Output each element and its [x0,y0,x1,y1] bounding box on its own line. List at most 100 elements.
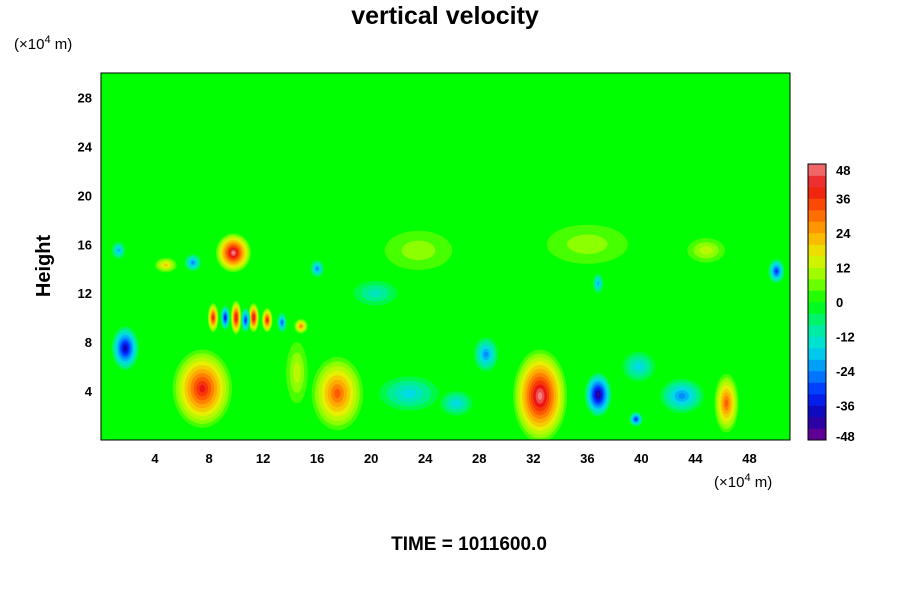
y-tick-label: 16 [78,237,92,252]
velocity-cell-up [155,257,177,273]
colorbar-segment [808,325,826,337]
contour-band [597,281,600,286]
x-tick-label: 16 [310,451,324,466]
velocity-cell-up [384,230,453,270]
colorbar-segment [808,221,826,234]
colorbar-frame [807,163,827,441]
velocity-cell-down [622,351,655,382]
velocity-cell-down [240,307,251,333]
time-label: TIME = 1011600.0 [391,534,547,555]
x-tick-label: 24 [418,451,433,466]
y-axis-label: Height [33,235,55,298]
colorbar-tick-label: -36 [836,399,855,414]
contour-band [724,399,729,407]
velocity-cell-down [629,411,643,427]
velocity-cell-up [294,318,308,334]
velocity-cell-down [220,305,231,330]
colorbar-segment [808,428,826,441]
contour-band [266,318,268,322]
colorbar-tick-label: -24 [836,364,856,379]
velocity-cell-down [310,260,324,278]
velocity-cell-down [768,258,785,284]
contour-band [123,346,127,351]
contour-band [212,316,214,320]
velocity-cell-up [261,307,273,333]
colorbar-segment [808,233,826,245]
contour-band [224,316,226,320]
x-tick-labels: 4 8 12 16 20 24 28 32 36 40 44 48 [151,451,756,466]
velocity-cell-up [248,302,260,333]
x-tick-label: 20 [364,451,378,466]
colorbar-segment [808,371,826,383]
x-tick-label: 36 [580,451,594,466]
contour-band [299,325,302,328]
velocity-cell-up [687,238,726,263]
velocity-cell-down [584,372,612,417]
y-tick-label: 24 [78,139,93,154]
colorbar-tick-label: 48 [836,163,850,178]
colorbar-segment [808,187,826,199]
x-tick-label: 44 [688,451,703,466]
contour-band [281,321,283,324]
colorbar-segment [808,382,826,395]
colorbar-tick-label: 12 [836,261,850,276]
velocity-cell-down [111,241,126,259]
y-tick-label: 8 [85,335,92,350]
velocity-cell-down [353,280,397,306]
contour-band [293,362,301,383]
x-tick-label: 4 [151,451,159,466]
colorbar-tick-labels: 48 36 24 12 0 -12 -24 -36 -48 [836,163,856,444]
contour-band [117,248,120,253]
velocity-cell-down [660,378,704,414]
contour-band [235,316,237,320]
x-tick-label: 8 [205,451,212,466]
contour-band [334,388,341,399]
contour-band [244,318,247,322]
colorbar-segment [808,313,826,326]
colorbar-segment [808,164,826,176]
colorbar-tick-label: 0 [836,295,843,310]
y-axis-unit: (×104 m) [14,34,72,53]
colorbar-segment [808,256,826,268]
colorbar-segment [808,348,826,360]
velocity-cell-down [277,312,287,333]
y-tick-labels: 4 8 12 16 20 24 28 [78,90,93,399]
colorbar-segment [808,198,826,211]
velocity-cell-up [215,233,251,273]
contour-band [368,289,383,298]
colorbar-tick-label: 36 [836,192,850,207]
colorbar-segment [808,244,826,257]
velocity-cell-down [111,326,139,371]
contour-band [163,263,169,267]
contour-band [635,418,637,421]
contour-band [401,389,417,398]
velocity-cell-up [714,373,739,433]
colorbar-segment [808,417,826,429]
plot-frame [100,72,791,441]
x-tick-label: 12 [256,451,270,466]
contour-band [484,351,489,358]
colorbar-segment [808,336,826,349]
colorbar-segment [808,290,826,303]
velocity-cell-down [440,391,473,416]
y-tick-label: 12 [78,286,92,301]
velocity-cell-down [592,273,604,294]
contour-band [596,392,600,397]
colorbar-segment [808,267,826,280]
velocity-cell-down [379,376,439,411]
x-axis-unit: (×104 m) [714,472,772,491]
y-tick-label: 20 [78,188,92,203]
velocity-cell-up [207,302,219,333]
colorbar-segment [808,302,826,314]
contour-band [191,261,195,265]
contour-band [316,267,319,271]
colorbar-segment [808,359,826,372]
y-tick-label: 28 [78,90,92,105]
contour-band [567,234,608,255]
contour-band [253,316,255,320]
contour-band [678,393,686,399]
colorbar [807,163,827,441]
y-tick-label: 4 [85,384,93,399]
